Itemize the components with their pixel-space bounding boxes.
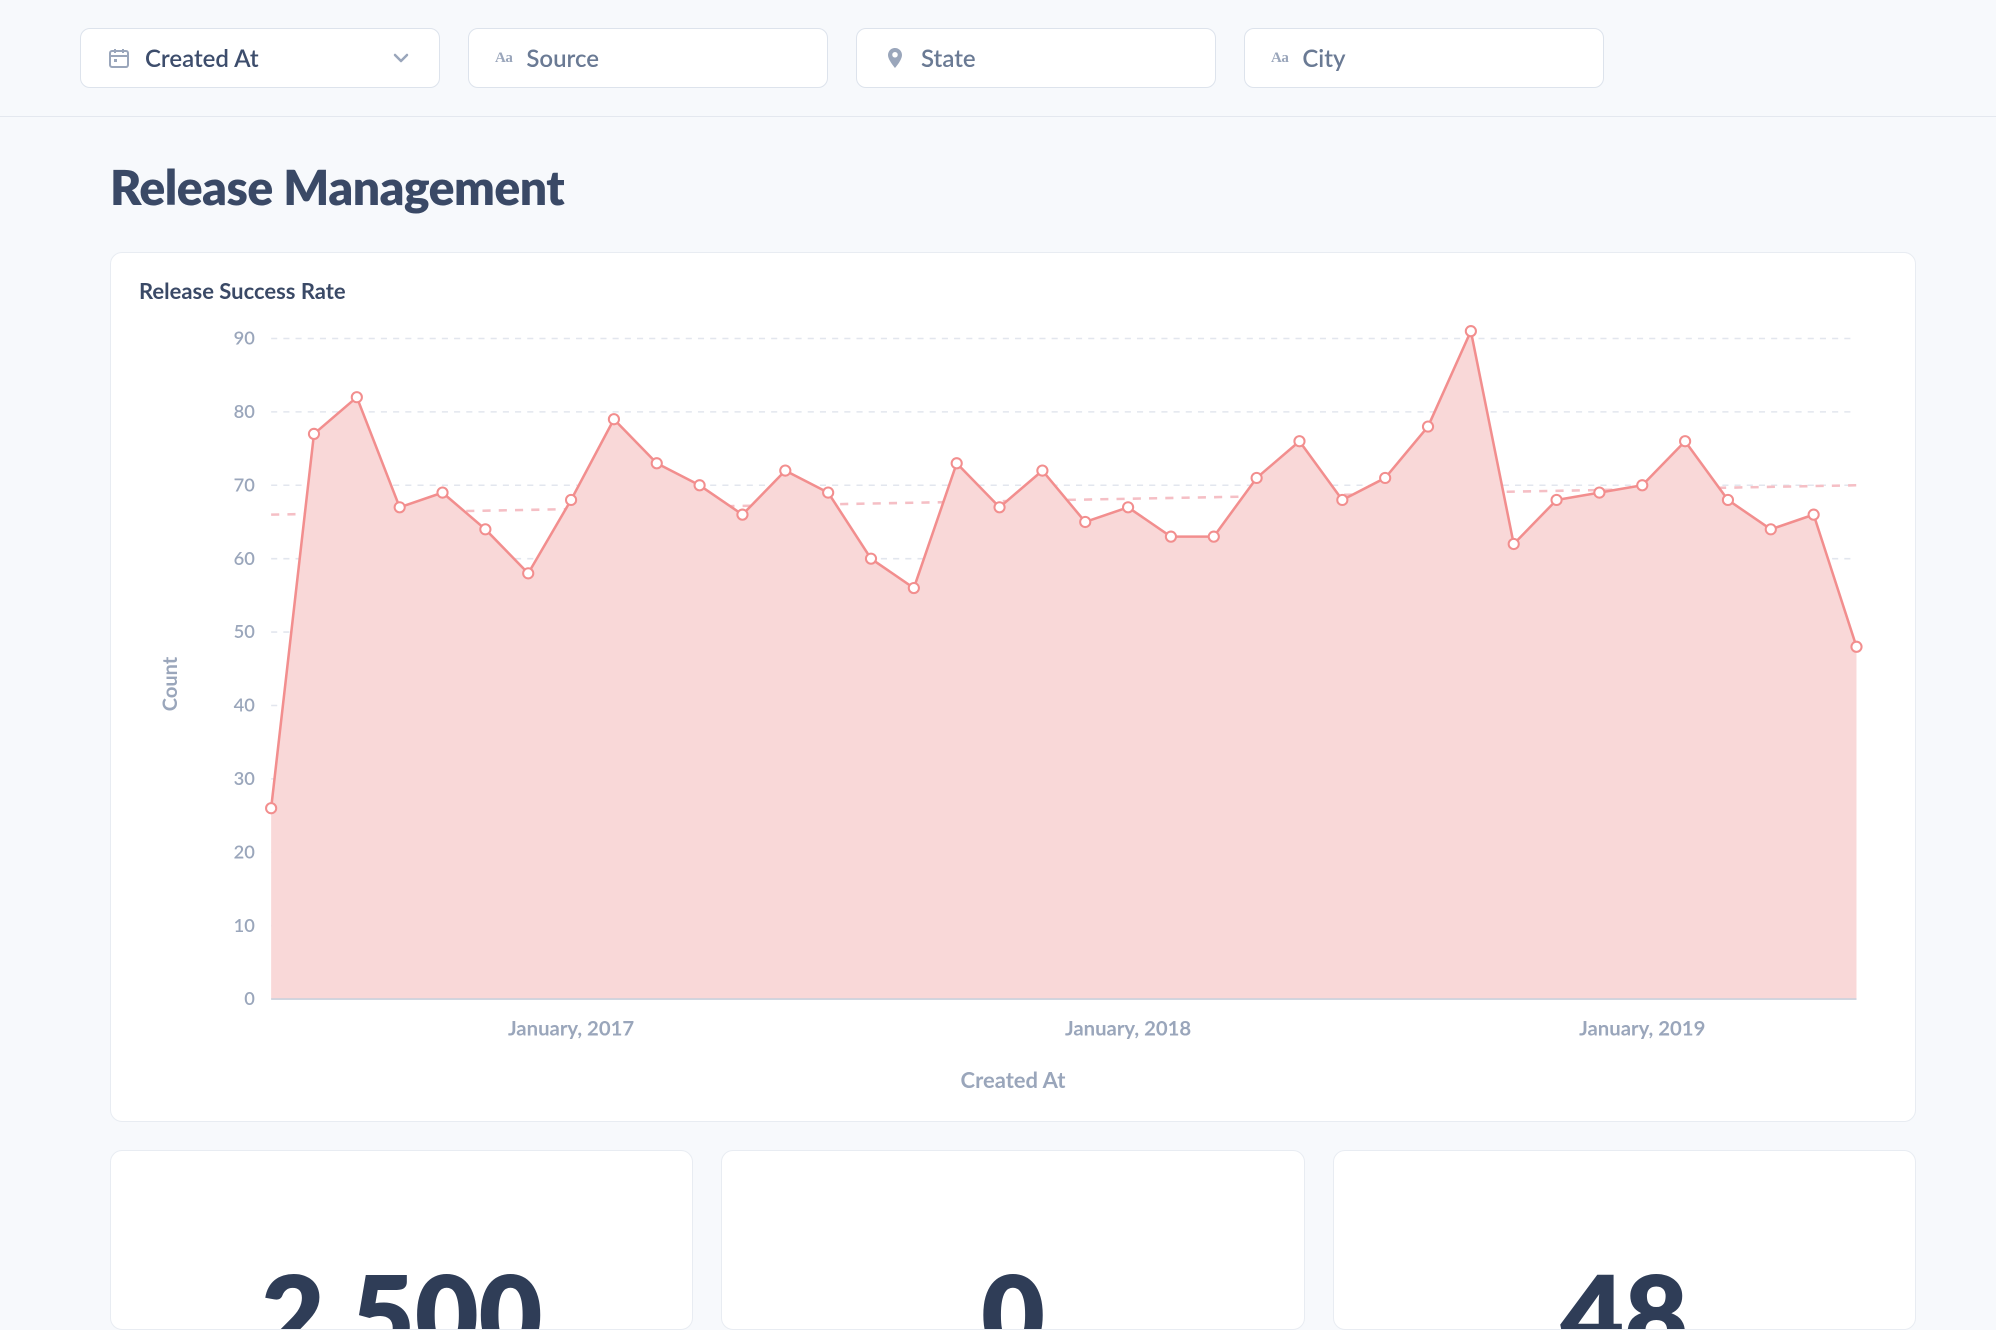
text-type-icon: Aa [495, 50, 512, 67]
stat-value: 2,500 [261, 1283, 543, 1330]
stat-value: 48 [1561, 1283, 1689, 1330]
text-type-icon: Aa [1271, 50, 1288, 67]
svg-text:January, 2019: January, 2019 [1579, 1017, 1705, 1041]
svg-text:40: 40 [234, 694, 256, 716]
filter-label: City [1302, 44, 1345, 73]
svg-text:20: 20 [234, 840, 256, 862]
filter-source[interactable]: Aa Source [468, 28, 828, 88]
svg-text:90: 90 [234, 327, 256, 349]
filter-created-at[interactable]: Created At [80, 28, 440, 88]
chart-x-axis-label: Created At [139, 1066, 1887, 1093]
stat-cards-row: 2,500 0 48 [110, 1150, 1916, 1330]
svg-text:10: 10 [234, 914, 256, 936]
filter-label: Created At [145, 44, 259, 73]
stat-card: 2,500 [110, 1150, 693, 1330]
chevron-down-icon [389, 46, 413, 70]
page-title: Release Management [110, 159, 1916, 216]
svg-text:70: 70 [234, 473, 256, 495]
filter-label: Source [526, 44, 599, 73]
svg-text:60: 60 [234, 547, 256, 569]
map-pin-icon [883, 46, 907, 70]
release-success-rate-chart: 0 10 20 30 40 50 60 70 80 90 January, 2017 January,… [139, 308, 1887, 1060]
filter-label: State [921, 44, 976, 73]
svg-text:50: 50 [234, 620, 256, 642]
svg-text:January, 2017: January, 2017 [508, 1017, 634, 1041]
filter-state[interactable]: State [856, 28, 1216, 88]
chart-card: Release Success Rate Count 0 10 20 30 40 50 60… [110, 252, 1916, 1122]
stat-card: 0 [721, 1150, 1304, 1330]
svg-text:80: 80 [234, 400, 256, 422]
svg-text:January, 2018: January, 2018 [1065, 1017, 1191, 1041]
filter-city[interactable]: Aa City [1244, 28, 1604, 88]
stat-card: 48 [1333, 1150, 1916, 1330]
calendar-icon [107, 46, 131, 70]
stat-value: 0 [981, 1283, 1045, 1330]
page-content: Release Management Release Success Rate … [0, 117, 1996, 1330]
svg-text:30: 30 [234, 767, 256, 789]
chart-container: Count 0 10 20 30 40 50 60 70 80 90 January, 2017 Ja… [139, 308, 1887, 1060]
svg-text:0: 0 [244, 987, 255, 1009]
chart-y-axis-label: Count [158, 657, 182, 711]
chart-title: Release Success Rate [139, 277, 1887, 304]
filter-bar: Created At Aa Source State Aa City [0, 0, 1996, 117]
